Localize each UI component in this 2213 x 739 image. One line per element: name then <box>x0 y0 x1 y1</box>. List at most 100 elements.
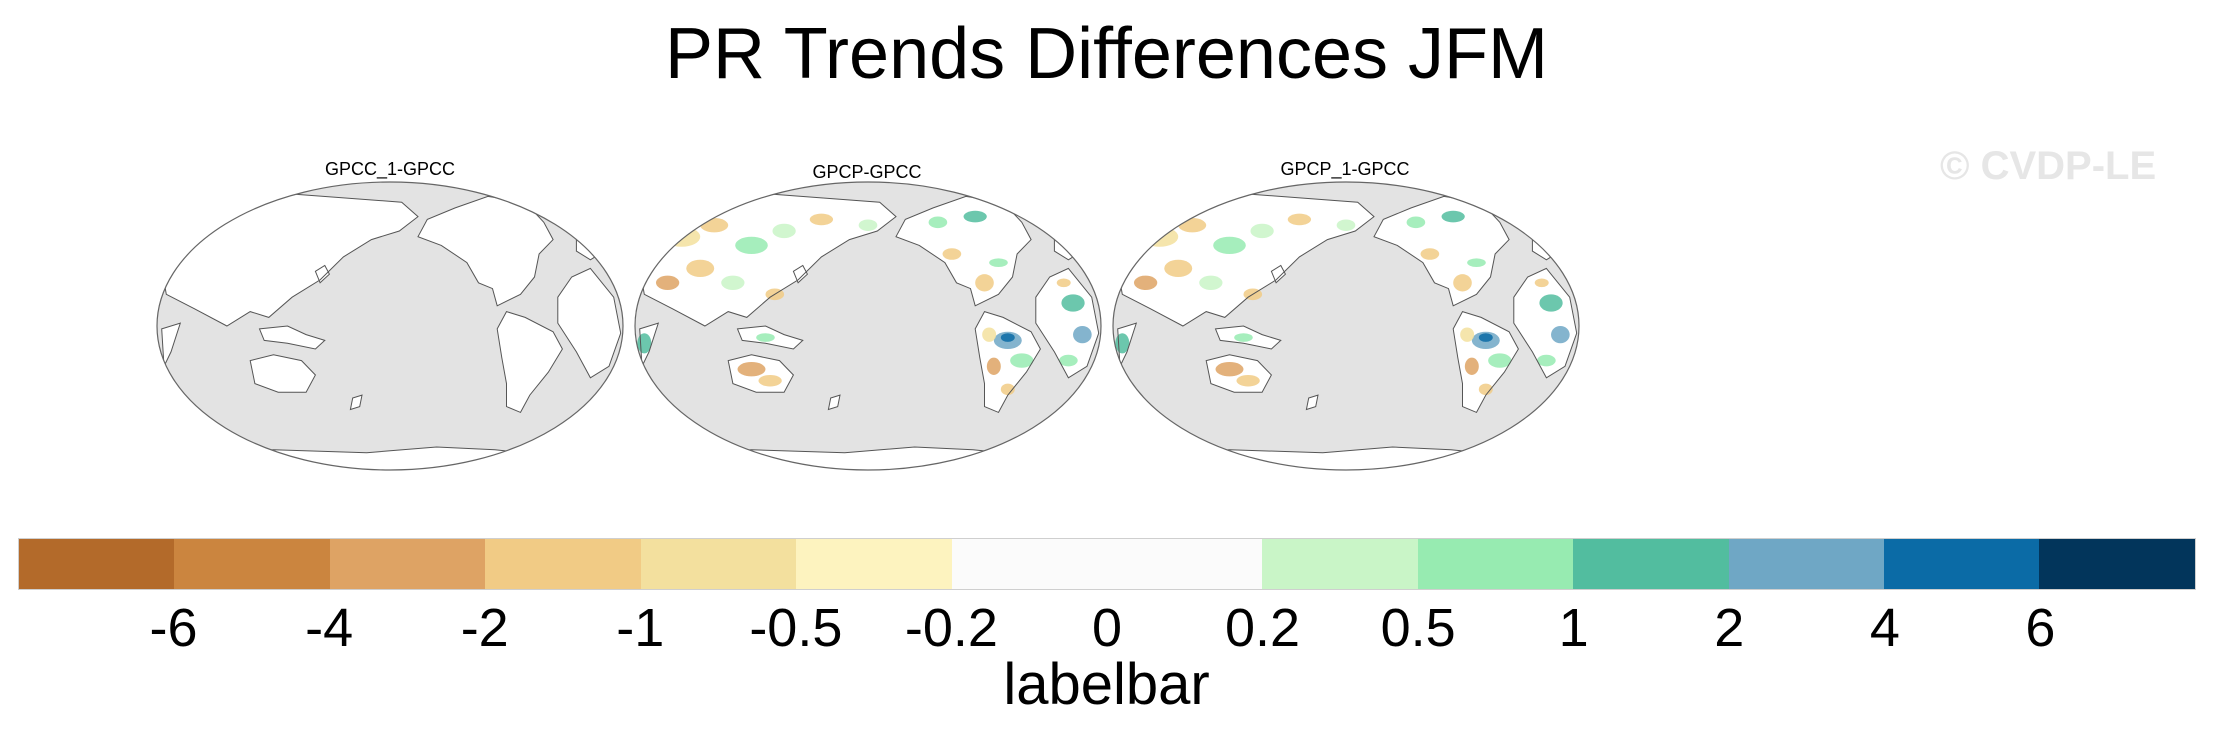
landmass-maritime-continent <box>259 326 325 349</box>
trend-anomaly-patch <box>1453 274 1472 292</box>
coastline-africa-east <box>1513 267 1578 379</box>
colorbar-segment <box>174 539 330 589</box>
coastline-maritime-continent <box>258 325 326 350</box>
colorbar-segment <box>951 539 1107 589</box>
colorbar-segment <box>2039 539 2195 589</box>
map-panel-gpcp-gpcc <box>634 181 1102 471</box>
trend-anomaly-patch <box>1215 362 1244 377</box>
trend-anomaly-patch <box>1059 354 1078 367</box>
trend-anomaly-patch <box>1467 258 1486 267</box>
trend-anomaly-patch <box>858 219 878 231</box>
coastline-south-america <box>974 310 1041 414</box>
colorbar-tick-label: 1 <box>1558 598 1589 658</box>
trend-anomaly-patch <box>1478 383 1493 396</box>
map-panel-gpcc1-gpcc <box>156 181 624 471</box>
trend-anomaly-patch <box>1539 294 1563 312</box>
panel-title-gpcp1-gpcc: GPCP_1-GPCC <box>1280 159 1410 179</box>
landmass-north-america <box>418 196 554 306</box>
trend-anomaly-patch <box>1133 275 1158 290</box>
trend-anomaly-patch <box>758 374 782 387</box>
colorbar-segment <box>796 539 952 589</box>
landmass-africa-east <box>1035 268 1099 378</box>
trend-anomaly-patch <box>1551 326 1570 344</box>
trend-anomaly-patch <box>756 333 775 342</box>
colorbar-segment <box>19 539 175 589</box>
coastline-africa <box>639 322 660 369</box>
coastline-africa <box>161 322 182 369</box>
trend-anomaly-patch <box>1336 219 1356 231</box>
colorbar-tick-label: -6 <box>149 598 198 658</box>
trend-anomaly-patch <box>772 223 796 239</box>
colorbar-tick-label: 6 <box>2025 598 2056 658</box>
trend-anomaly-patch <box>809 213 834 226</box>
trend-anomaly-patch <box>989 258 1008 267</box>
trend-anomaly-patch <box>1441 210 1465 223</box>
landmass-africa-east <box>1513 268 1577 378</box>
coastline-south-america <box>1452 310 1519 414</box>
trend-anomaly-patch <box>982 327 997 342</box>
map-border <box>156 181 624 471</box>
coastline-japan <box>792 264 809 284</box>
landmass-africa-east <box>557 268 621 378</box>
colorbar-segment <box>1884 539 2040 589</box>
colorbar-tick-label: 2 <box>1714 598 1745 658</box>
trend-anomaly-patch <box>1539 238 1554 247</box>
colorbar-segment <box>1573 539 1729 589</box>
trend-anomaly-patch <box>700 218 729 233</box>
colorbar-tick-label: 0.5 <box>1380 598 1456 658</box>
trend-anomaly-patch <box>1483 194 1498 204</box>
coastline-new-zealand <box>349 394 363 411</box>
trend-anomaly-patch <box>1534 278 1549 288</box>
panel-title-gpcc1-gpcc: GPCC_1-GPCC <box>324 159 456 179</box>
coastline-africa-east <box>1035 267 1100 379</box>
trend-anomaly-patch <box>1056 278 1071 288</box>
colorbar-segment <box>1728 539 1885 589</box>
trend-anomaly-patch <box>1287 213 1312 226</box>
map-border <box>634 181 1102 471</box>
landmass-south-america <box>497 311 563 413</box>
trend-anomaly-patch <box>1406 216 1426 229</box>
trend-anomaly-patch <box>1250 223 1274 239</box>
colorbar-tick-label: -0.5 <box>749 598 843 658</box>
colorbar-segment <box>1106 539 1263 589</box>
trend-anomaly-patch <box>1000 333 1015 342</box>
colorbar-tick-label: 0.2 <box>1225 598 1301 658</box>
map-panel-gpcp1-gpcc <box>1112 181 1580 471</box>
coastline-australia <box>727 354 795 393</box>
coastline-africa-east <box>557 267 622 379</box>
panel-title-gpcp-gpcc: GPCP-GPCC <box>812 162 922 182</box>
trend-anomaly-patch <box>1005 194 1020 204</box>
landmass-eurasia <box>159 193 419 326</box>
colorbar-segment <box>1417 539 1574 589</box>
colorbar-tick-labels: -6 -4 -2 -1 -0.5 -0.2 0 0.2 0.5 1 2 4 6 <box>0 598 2213 658</box>
landmass-japan <box>315 265 330 283</box>
landmass-new-zealand <box>350 395 362 410</box>
trend-anomaly-patch <box>963 210 987 223</box>
landmass-japan <box>1271 265 1286 283</box>
trend-anomaly-patch <box>1061 294 1085 312</box>
trend-anomaly-patch <box>1178 218 1207 233</box>
trend-anomaly-patch <box>737 362 766 377</box>
trend-anomaly-patch <box>1478 333 1493 342</box>
trend-anomaly-patch <box>655 275 680 290</box>
trend-anomaly-patch <box>1464 357 1479 375</box>
colorbar-segment <box>485 539 641 589</box>
trend-anomaly-patch <box>1420 248 1440 260</box>
trend-anomaly-patch <box>1073 326 1092 344</box>
trend-anomaly-patch <box>1213 236 1246 254</box>
figure-title: PR Trends Differences JFM <box>665 14 1548 94</box>
coastline-maritime-continent <box>1214 325 1282 350</box>
trend-anomaly-patch <box>1537 354 1556 367</box>
coastline-africa <box>1117 322 1138 369</box>
trend-anomaly-patch <box>1460 327 1475 342</box>
trend-anomaly-patch <box>735 236 768 254</box>
colorbar-segment <box>329 539 486 589</box>
colorbar-tick-label: 0 <box>1091 598 1123 658</box>
colorbar-tick-label: 4 <box>1869 598 1900 658</box>
colorbar-title: labelbar <box>1003 652 1210 717</box>
trend-anomaly-patch <box>1164 259 1193 278</box>
watermark: © CVDP-LE <box>1940 144 2157 188</box>
landmass-japan <box>793 265 808 283</box>
colorbar <box>18 538 2196 590</box>
landmass-new-zealand <box>828 395 840 410</box>
